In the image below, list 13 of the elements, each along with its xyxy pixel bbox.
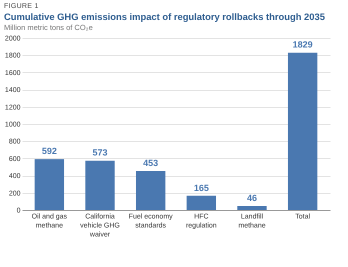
data-label: 592 bbox=[42, 146, 57, 156]
bar bbox=[85, 160, 115, 210]
data-label: 1829 bbox=[292, 40, 313, 50]
data-label: 165 bbox=[194, 182, 209, 193]
data-label: 573 bbox=[92, 148, 108, 158]
bar bbox=[288, 52, 318, 210]
bar bbox=[136, 171, 166, 210]
bar bbox=[186, 196, 216, 210]
data-label: 453 bbox=[143, 158, 158, 168]
chart-title: Cumulative GHG emissions impact of regulatory rollbacks through 2035 bbox=[4, 11, 326, 22]
data-label: 46 bbox=[246, 193, 257, 204]
bar bbox=[237, 206, 267, 210]
bar bbox=[34, 159, 64, 210]
